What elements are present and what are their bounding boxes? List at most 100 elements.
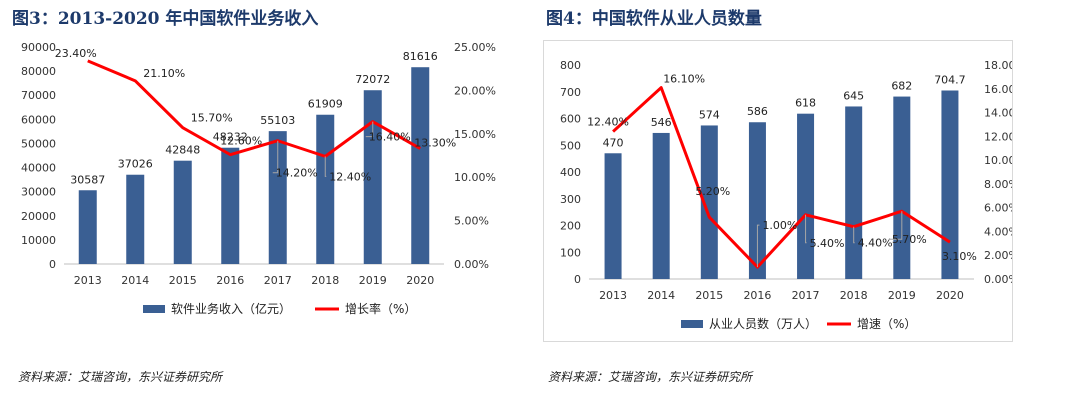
software-employees-chart: 0 100 200 300 400 500 600 700 800 0.00% 2.00% 4.00%… <box>543 40 1026 342</box>
right-axis-tick-label: 14.00% <box>984 107 1012 120</box>
right-axis-tick-label: 18.00% <box>984 59 1012 72</box>
bar-value-label: 30587 <box>70 173 105 186</box>
bar-value-label: 55103 <box>260 114 295 127</box>
bar-value-label: 42848 <box>165 144 200 157</box>
data-label-leader <box>853 226 855 244</box>
left-axis-tick-label: 0 <box>49 258 56 271</box>
software-employees-chart-svg: 0 100 200 300 400 500 600 700 800 0.00% 2.00% 4.00%… <box>560 59 1026 331</box>
line-data-label: 1.00% <box>762 219 797 232</box>
bar <box>797 113 815 279</box>
data-label-leader <box>324 156 327 177</box>
bar-value-label: 61909 <box>308 98 343 111</box>
left-axis-tick-label: 0 <box>574 273 581 286</box>
line-data-label: 5.70% <box>892 233 927 246</box>
source-note-left: 资料来源：艾瑞咨询，东兴证券研究所 <box>18 370 223 384</box>
right-axis-tick-label: 16.00% <box>984 83 1012 96</box>
left-axis-tick-label: 60000 <box>21 113 56 126</box>
bar-value-label: 586 <box>747 105 768 118</box>
right-axis-tick-label: 8.00% <box>984 178 1012 191</box>
software-revenue-chart: 0 10000 20000 30000 40000 50000 60000 70000 8000… <box>8 28 518 328</box>
bar-value-label: 704.7 <box>934 73 966 86</box>
left-axis-tick-label: 500 <box>560 139 581 152</box>
bar-value-label: 81616 <box>403 50 438 63</box>
line-data-label: 15.70% <box>191 112 233 125</box>
bar <box>845 106 863 280</box>
bar-value-label: 682 <box>891 80 912 93</box>
legend-line-label: 增速（%） <box>857 317 916 331</box>
line-data-label: 12.40% <box>329 170 371 183</box>
bar <box>748 122 766 280</box>
x-axis-tick-label: 2016 <box>743 289 771 302</box>
source-note-right: 资料来源：艾瑞咨询，东兴证券研究所 <box>548 370 753 384</box>
line-data-label: 16.40% <box>369 131 411 144</box>
x-axis-tick-label: 2014 <box>121 274 149 287</box>
bar <box>363 90 382 264</box>
bar <box>126 174 145 264</box>
bar <box>604 153 622 279</box>
line-data-label: 12.40% <box>587 116 629 129</box>
right-axis-tick-label: 12.00% <box>984 130 1012 143</box>
bar <box>411 67 430 264</box>
line-data-label: 4.40% <box>858 237 893 250</box>
left-axis-tick-label: 800 <box>560 59 581 72</box>
left-axis-tick-label: 700 <box>560 86 581 99</box>
bar-value-label: 37026 <box>118 158 153 171</box>
line-data-label: 14.20% <box>276 167 318 180</box>
data-label-leader <box>888 211 903 240</box>
right-axis-tick-label: 4.00% <box>984 225 1012 238</box>
bar-value-label: 645 <box>843 89 864 102</box>
bar-value-label: 72072 <box>355 73 390 86</box>
x-axis-tick-label: 2018 <box>311 274 339 287</box>
right-axis-tick-label: 10.00% <box>984 154 1012 167</box>
line-data-label: 5.20% <box>695 185 730 198</box>
bar <box>941 90 959 279</box>
legend-bar-swatch <box>143 305 165 313</box>
software-revenue-chart-svg: 0 10000 20000 30000 40000 50000 60000 70000 8000… <box>21 41 496 316</box>
x-axis-tick-label: 2016 <box>216 274 244 287</box>
left-axis-tick-label: 100 <box>560 246 581 259</box>
x-axis-tick-label: 2013 <box>74 274 102 287</box>
legend-bar-label: 从业人员数（万人） <box>709 316 817 331</box>
x-axis-tick-label: 2019 <box>888 289 916 302</box>
x-axis-tick-label: 2020 <box>406 274 434 287</box>
line-data-label: 13.30% <box>414 137 456 150</box>
left-axis-tick-label: 400 <box>560 166 581 179</box>
left-axis-tick-label: 90000 <box>21 41 56 54</box>
data-label-leader <box>365 121 374 138</box>
line-data-label: 3.10% <box>942 250 977 263</box>
x-axis-tick-label: 2013 <box>599 289 627 302</box>
figure-3-title: 图3：2013-2020 年中国软件业务收入 <box>12 9 319 29</box>
bar <box>221 147 240 264</box>
right-axis-tick-label: 0.00% <box>454 258 489 271</box>
left-axis-tick-label: 40000 <box>21 162 56 175</box>
data-label-leader <box>805 214 807 244</box>
left-axis-tick-label: 50000 <box>21 137 56 150</box>
bar <box>652 132 670 279</box>
right-axis-tick-label: 2.00% <box>984 249 1012 262</box>
left-axis-tick-label: 70000 <box>21 89 56 102</box>
x-axis-tick-label: 2017 <box>264 274 292 287</box>
bar-value-label: 618 <box>795 97 816 110</box>
left-axis-tick-label: 80000 <box>21 65 56 78</box>
data-label-leader <box>756 224 760 268</box>
growth-line <box>612 86 951 269</box>
bar <box>316 114 335 264</box>
left-axis-tick-label: 30000 <box>21 186 56 199</box>
x-axis-tick-label: 2018 <box>840 289 868 302</box>
left-axis-tick-label: 200 <box>560 220 581 233</box>
bar <box>78 190 97 264</box>
figure-4-title: 图4：中国软件从业人员数量 <box>546 9 762 29</box>
x-axis-tick-label: 2015 <box>695 289 723 302</box>
right-axis-tick-label: 20.00% <box>454 84 496 97</box>
legend-bar-label: 软件业务收入（亿元） <box>171 301 291 316</box>
bar <box>268 131 287 264</box>
right-axis-tick-label: 0.00% <box>984 273 1012 286</box>
left-axis-tick-label: 10000 <box>21 234 56 247</box>
legend-bar-swatch <box>681 320 703 328</box>
line-data-label: 5.40% <box>810 237 845 250</box>
legend-line-label: 增长率（%） <box>345 301 416 316</box>
left-axis-tick-label: 600 <box>560 113 581 126</box>
line-data-label: 12.60% <box>220 135 262 148</box>
x-axis-tick-label: 2020 <box>936 289 964 302</box>
bar-value-label: 470 <box>603 136 624 149</box>
